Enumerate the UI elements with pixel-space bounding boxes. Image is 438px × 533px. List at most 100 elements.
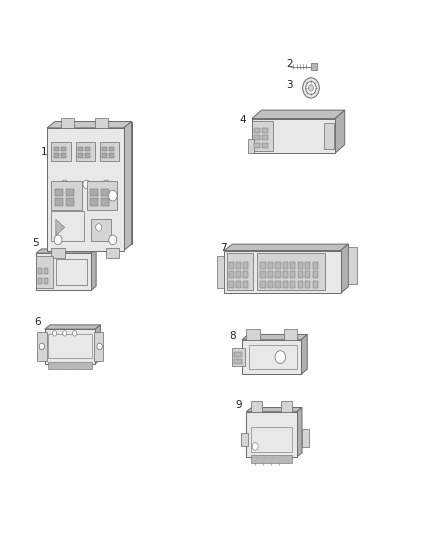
Bar	[236, 281, 241, 288]
Bar	[44, 268, 48, 274]
Bar	[52, 142, 71, 161]
Circle shape	[308, 85, 314, 91]
Bar	[91, 220, 110, 241]
Polygon shape	[252, 110, 345, 118]
Circle shape	[252, 442, 258, 450]
Circle shape	[275, 351, 286, 364]
Bar	[61, 153, 66, 158]
Bar	[241, 433, 248, 447]
Polygon shape	[95, 325, 101, 364]
Polygon shape	[283, 329, 297, 340]
Text: 6: 6	[34, 318, 41, 327]
Bar	[87, 181, 117, 210]
Circle shape	[303, 78, 319, 98]
Bar	[49, 362, 92, 369]
Bar	[281, 401, 292, 411]
Bar	[260, 281, 265, 288]
Circle shape	[306, 82, 316, 94]
Bar	[52, 181, 82, 210]
Bar	[290, 281, 295, 288]
Bar	[229, 281, 234, 288]
Bar	[283, 271, 288, 278]
Bar	[305, 281, 310, 288]
Bar	[246, 411, 297, 457]
Bar	[66, 198, 74, 206]
Bar	[283, 281, 288, 288]
Polygon shape	[335, 110, 345, 154]
Bar	[254, 128, 260, 133]
Bar	[297, 262, 303, 269]
Polygon shape	[91, 249, 96, 290]
Bar	[54, 153, 59, 158]
Bar	[257, 253, 325, 290]
Bar	[66, 189, 74, 196]
Bar	[37, 332, 47, 361]
Bar	[312, 281, 318, 288]
Bar	[283, 262, 288, 269]
Bar	[302, 430, 309, 448]
Circle shape	[95, 224, 102, 231]
Bar	[52, 212, 84, 241]
Bar	[55, 198, 63, 206]
Bar	[78, 147, 83, 151]
Bar	[38, 278, 42, 284]
Circle shape	[108, 190, 117, 201]
Bar	[290, 262, 295, 269]
Bar	[305, 271, 310, 278]
Polygon shape	[246, 407, 302, 411]
Circle shape	[109, 235, 117, 245]
Polygon shape	[36, 249, 96, 253]
Circle shape	[61, 180, 68, 189]
Polygon shape	[224, 244, 348, 251]
Polygon shape	[311, 63, 317, 70]
Bar	[290, 271, 295, 278]
Bar	[44, 278, 48, 284]
Bar	[110, 153, 114, 158]
Text: 1: 1	[40, 147, 47, 157]
Polygon shape	[301, 335, 307, 374]
Text: 4: 4	[240, 115, 247, 125]
Bar	[305, 262, 310, 269]
Bar	[224, 251, 341, 293]
Bar	[100, 142, 119, 161]
Circle shape	[102, 180, 110, 189]
Bar	[260, 271, 265, 278]
Bar	[106, 248, 119, 258]
Bar	[268, 281, 273, 288]
Text: 7: 7	[220, 243, 227, 253]
Bar	[251, 401, 261, 411]
Bar	[243, 271, 248, 278]
Bar	[52, 248, 65, 258]
Bar	[275, 281, 280, 288]
Bar	[56, 259, 86, 285]
Bar	[36, 253, 91, 290]
Bar	[252, 118, 335, 154]
Bar	[262, 128, 268, 133]
Polygon shape	[95, 118, 108, 128]
Bar	[297, 281, 303, 288]
Bar	[232, 348, 244, 367]
Bar	[251, 427, 293, 452]
Polygon shape	[47, 122, 131, 128]
Polygon shape	[55, 122, 131, 244]
Bar	[262, 135, 268, 140]
Bar	[262, 142, 268, 148]
Bar	[254, 135, 260, 140]
Bar	[236, 271, 241, 278]
Bar	[90, 189, 98, 196]
Circle shape	[53, 330, 57, 336]
Bar	[243, 262, 248, 269]
Bar	[268, 262, 273, 269]
Polygon shape	[297, 407, 302, 457]
Polygon shape	[242, 335, 307, 340]
Circle shape	[72, 330, 77, 336]
Text: 9: 9	[235, 400, 242, 410]
Circle shape	[62, 330, 67, 336]
Bar	[47, 128, 124, 251]
Polygon shape	[246, 329, 259, 340]
Bar	[236, 262, 241, 269]
Bar	[348, 247, 357, 284]
Bar	[78, 153, 83, 158]
Polygon shape	[56, 220, 65, 236]
Bar	[242, 340, 301, 374]
